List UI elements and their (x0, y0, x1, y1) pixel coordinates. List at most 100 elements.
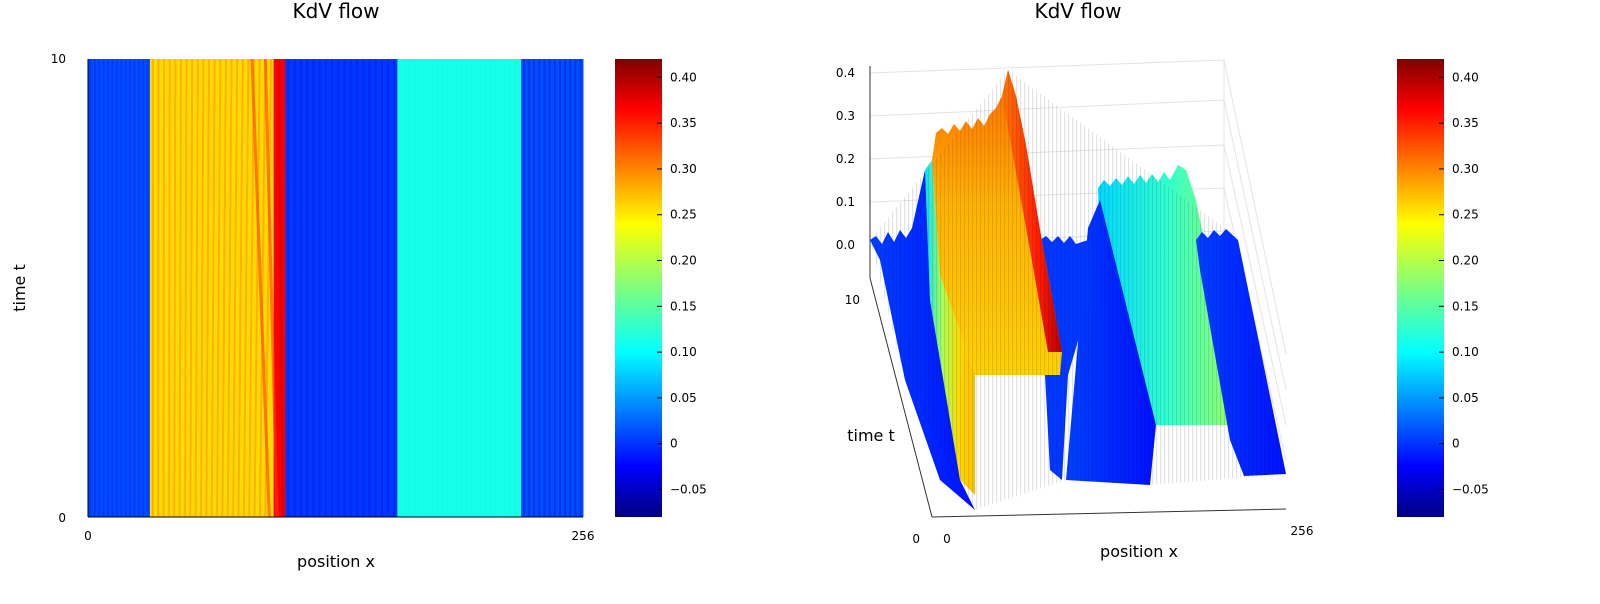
heatmap-stripe-c-7 (432, 59, 435, 517)
surface-z-ticks: 0.0 0.1 0.2 0.3 0.4 (836, 66, 855, 252)
colorbar-right-tick-label-4: 0.15 (1452, 299, 1479, 313)
heatmap-stripe-d-1 (293, 59, 296, 517)
heatmap-stripe-c-11 (451, 59, 454, 517)
heatmap-stripe-b-2 (98, 59, 100, 517)
surface-colorbar-gradient (1397, 59, 1444, 517)
heatmap-colorbar-ticks: −0.05 0 0.05 0.10 0.15 0.20 0.25 0.30 0.35 0.40 (657, 70, 707, 497)
heatmap-stripe-c-5 (422, 59, 425, 517)
heatmap-colorbar: −0.05 0 0.05 0.10 0.15 0.20 0.25 0.30 0.35 0.40 (615, 59, 707, 517)
heatmap-stripe-e-4 (543, 59, 546, 517)
heatmap-stripe-a-4 (173, 59, 177, 517)
heatmap-y-tick-10: 10 (51, 52, 66, 66)
heatmap-stripe-d-7 (331, 59, 334, 517)
heatmap-stripe-a-19 (253, 59, 261, 517)
heatmap-stripe-c-4 (418, 59, 420, 517)
surface-z-tick-3: 0.3 (836, 109, 855, 123)
heatmap-stripe-b-4 (107, 59, 109, 517)
heatmap-stripe-c-21 (498, 59, 501, 517)
heatmap-band-4 (397, 59, 522, 517)
surface-z-tick-4: 0.4 (836, 66, 855, 80)
colorbar-right-tick-label-5: 0.20 (1452, 254, 1479, 268)
heatmap-stripe-d-16 (387, 59, 390, 517)
heatmap-stripe-c-3 (413, 59, 415, 517)
heatmap-y-tick-0: 0 (58, 511, 66, 525)
surface-streaks (870, 70, 1286, 510)
surface-y-tick-0: 0 (912, 532, 920, 546)
heatmap-stripe-d-9 (343, 59, 346, 517)
heatmap-band-5 (521, 59, 584, 517)
heatmap-stripe-b-1 (93, 59, 96, 517)
heatmap-x-tick-0: 0 (84, 529, 92, 543)
surface-axes (869, 66, 1287, 518)
heatmap-stripe-c-20 (494, 59, 496, 517)
colorbar-right-tick-label-8: 0.35 (1452, 116, 1479, 130)
colorbar-right-tick-label-7: 0.30 (1452, 162, 1479, 176)
heatmap-stripe-c-19 (489, 59, 492, 517)
heatmap-stripe-d-12 (362, 59, 365, 517)
heatmap-stripe-d-17 (393, 59, 396, 517)
heatmap-stripe-a-13 (221, 59, 227, 517)
surface-colorbar: −0.05 0 0.05 0.10 0.15 0.20 0.25 0.30 0.35 0.40 (1397, 59, 1489, 517)
heatmap-stripe-c-18 (484, 59, 487, 517)
heatmap-stripe-b-5 (111, 59, 114, 517)
surface-z-tick-1: 0.1 (836, 195, 855, 209)
heatmap-stripe-e-2 (533, 59, 536, 517)
surface-title: KdV flow (1034, 0, 1121, 23)
surface-z-tick-0: 0.0 (836, 238, 855, 252)
heatmap-stripe-b-0 (89, 59, 92, 517)
heatmap-stripe-c-13 (460, 59, 463, 517)
colorbar-left-tick-label-9: 0.40 (670, 70, 697, 84)
colorbar-left-tick-label-6: 0.25 (670, 208, 697, 222)
heatmap-stripe-a-11 (210, 59, 216, 517)
heatmap-title: KdV flow (292, 0, 379, 23)
heatmap-stripe-d-2 (299, 59, 303, 517)
colorbar-right-tick-label-6: 0.25 (1452, 208, 1479, 222)
heatmap-stripe-a-18 (248, 59, 256, 517)
heatmap-stripes (89, 59, 582, 517)
surface-x-tick-0: 0 (943, 532, 951, 546)
heatmap-stripe-b-3 (102, 59, 105, 517)
colorbar-left-tick-label-5: 0.20 (670, 254, 697, 268)
heatmap-stripe-c-9 (441, 59, 444, 517)
heatmap-stripe-a-14 (226, 59, 233, 517)
heatmap-stripe-e-6 (553, 59, 556, 517)
heatmap-stripe-d-3 (306, 59, 309, 517)
heatmap-stripe-a-15 (232, 59, 239, 517)
colorbar-left-tick-label-4: 0.15 (670, 299, 697, 313)
heatmap-stripe-d-8 (337, 59, 340, 517)
heatmap-stripe-b-9 (129, 59, 131, 517)
heatmap-stripe-e-7 (559, 59, 561, 517)
heatmap-stripe-a-5 (178, 59, 182, 517)
heatmap-stripe-e-9 (569, 59, 572, 517)
heatmap-stripe-e-0 (522, 59, 525, 517)
colorbar-left-tick-label-7: 0.30 (670, 162, 697, 176)
heatmap-stripe-b-12 (142, 59, 145, 517)
heatmap-stripe-c-10 (446, 59, 449, 517)
heatmap-stripe-c-12 (456, 59, 458, 517)
heatmap-stripe-d-14 (374, 59, 377, 517)
heatmap-stripe-c-1 (403, 59, 406, 517)
surface-z-tick-2: 0.2 (836, 152, 855, 166)
heatmap-soliton-2 (250, 59, 271, 517)
heatmap-stripe-e-8 (564, 59, 566, 517)
heatmap-stripe-d-10 (349, 59, 352, 517)
heatmap-stripe-d-13 (368, 59, 371, 517)
colorbar-left-tick-label-3: 0.10 (670, 345, 697, 359)
surface-colorbar-ticks: −0.05 0 0.05 0.10 0.15 0.20 0.25 0.30 0.35 0.40 (1439, 70, 1489, 497)
heatmap-band-0 (88, 59, 151, 517)
colorbar-right-tick-label-9: 0.40 (1452, 70, 1479, 84)
heatmap-stripe-c-23 (508, 59, 511, 517)
heatmap-colorbar-gradient (615, 59, 662, 517)
heatmap-stripe-a-8 (194, 59, 199, 517)
colorbar-right-tick-label-3: 0.10 (1452, 345, 1479, 359)
heatmap-stripe-a-20 (258, 59, 267, 517)
heatmap-stripe-d-4 (312, 59, 315, 517)
heatmap-stripe-c-6 (427, 59, 430, 517)
colorbar-left-tick-label-2: 0.05 (670, 391, 697, 405)
colorbar-right-tick-label-1: 0 (1452, 437, 1460, 451)
heatmap-stripe-c-0 (399, 59, 401, 517)
heatmap-soliton-0 (277, 59, 285, 517)
heatmap-stripe-a-17 (242, 59, 250, 517)
heatmap-stripe-d-15 (380, 59, 384, 517)
